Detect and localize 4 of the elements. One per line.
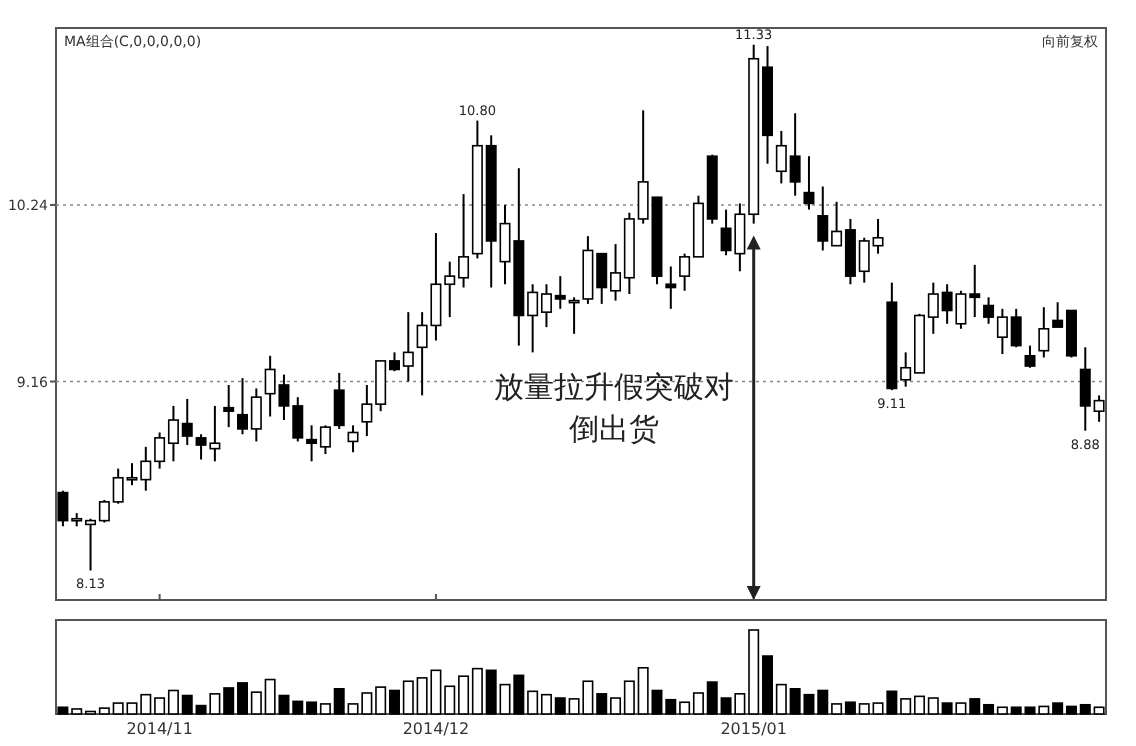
x-tick-label: 2015/01 <box>720 720 787 738</box>
x-tick-label: 2014/12 <box>402 720 470 738</box>
annotation: 放量拉升假突破对倒出货 <box>493 368 734 447</box>
x-tick-label: 2014/11 <box>126 720 193 738</box>
